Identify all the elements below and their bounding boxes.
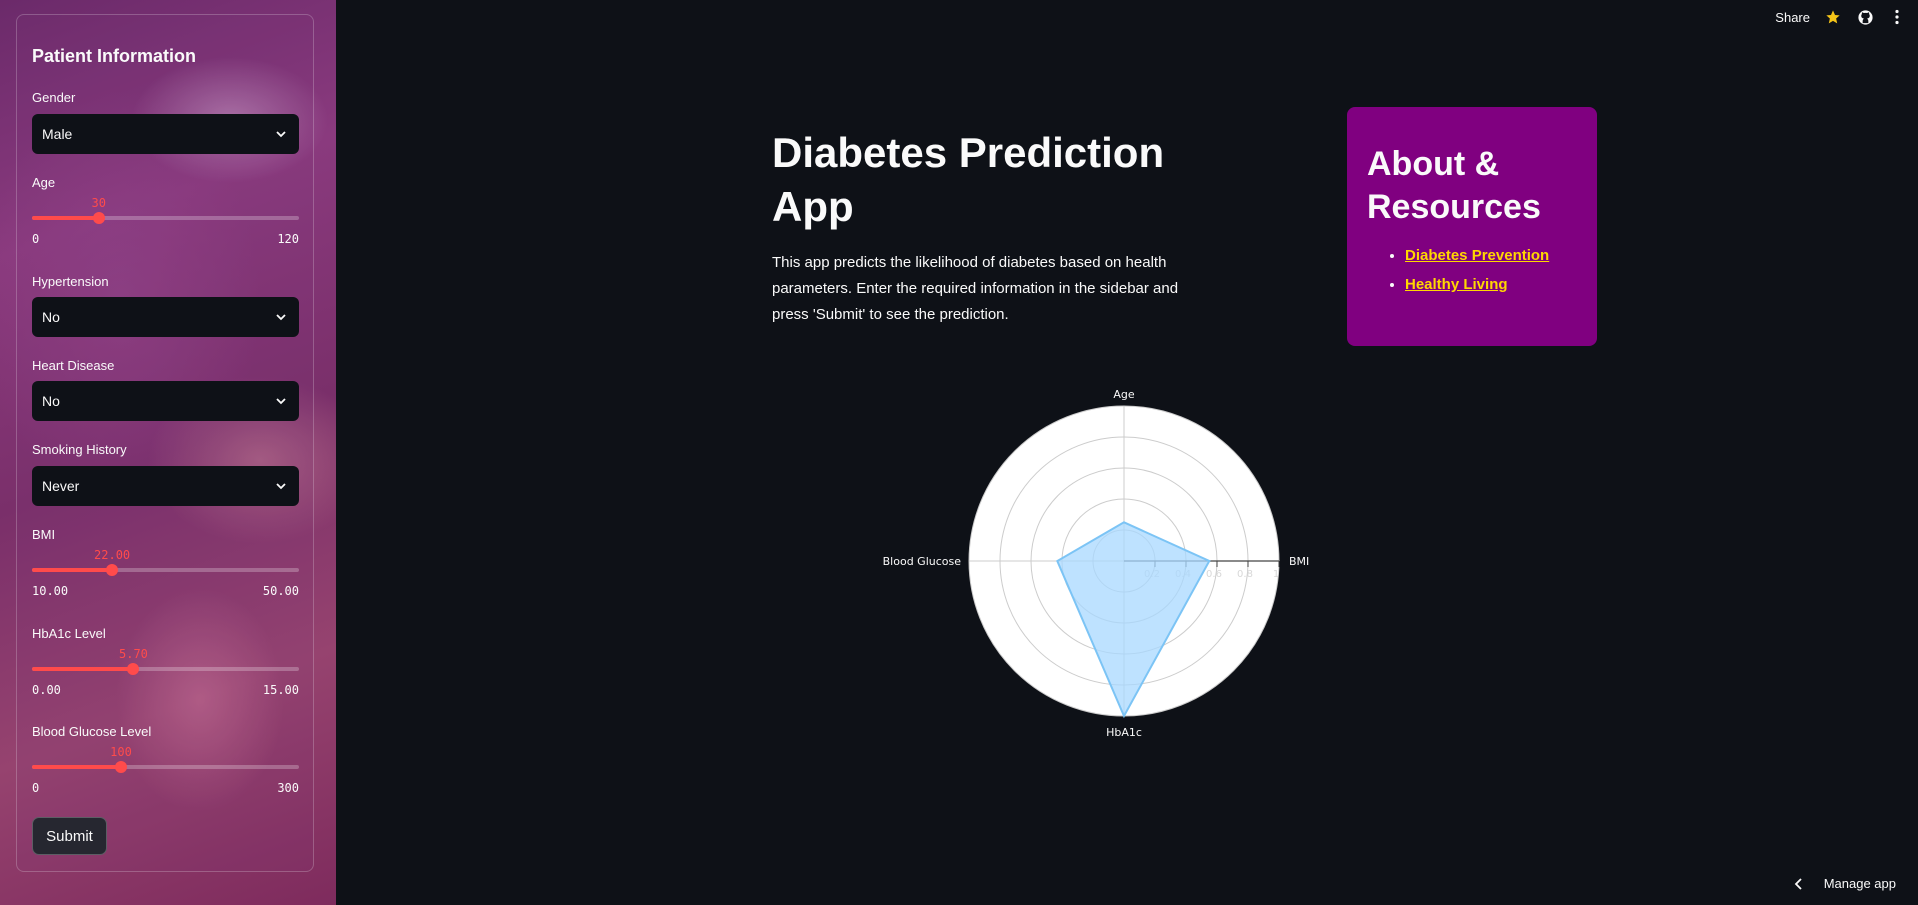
chevron-left-icon bbox=[1794, 877, 1802, 890]
more-menu-icon[interactable] bbox=[1888, 8, 1906, 26]
glucose-slider-min: 0 bbox=[32, 781, 40, 795]
manage-app-button[interactable]: Manage app bbox=[1794, 876, 1896, 891]
hypertension-value: No bbox=[42, 309, 60, 325]
bmi-slider-value: 22.00 bbox=[94, 548, 131, 562]
radar-axis-label: Blood Glucose bbox=[883, 555, 962, 568]
about-resources-panel: About & Resources Diabetes Prevention He… bbox=[1347, 107, 1597, 346]
about-title: About & Resources bbox=[1367, 145, 1541, 226]
age-slider-max: 120 bbox=[277, 232, 299, 246]
hba1c-slider[interactable]: 5.70 0.00 15.00 bbox=[32, 647, 299, 697]
bmi-slider-track bbox=[32, 568, 299, 572]
age-label: Age bbox=[32, 175, 56, 190]
radar-axis-label: HbA1c bbox=[1106, 726, 1142, 739]
age-slider[interactable]: 30 0 120 bbox=[32, 196, 299, 246]
list-item: Healthy Living bbox=[1405, 276, 1577, 293]
bmi-slider-fill bbox=[32, 568, 113, 572]
glucose-slider-thumb[interactable] bbox=[114, 761, 127, 773]
glucose-slider[interactable]: 100 0 300 bbox=[32, 745, 299, 795]
github-icon[interactable] bbox=[1856, 8, 1874, 26]
age-slider-fill bbox=[32, 216, 99, 220]
submit-button[interactable]: Submit bbox=[32, 817, 107, 855]
gender-value: Male bbox=[42, 126, 73, 142]
heart-disease-label: Heart Disease bbox=[32, 358, 115, 373]
smoking-value: Never bbox=[42, 478, 80, 494]
radar-radial-tick-label: 0.8 bbox=[1237, 569, 1253, 580]
radar-radial-tick-label: 0.6 bbox=[1206, 569, 1222, 580]
age-slider-thumb[interactable] bbox=[92, 212, 105, 224]
age-slider-track bbox=[32, 216, 299, 220]
chevron-down-icon bbox=[276, 398, 286, 405]
hba1c-slider-thumb[interactable] bbox=[127, 663, 140, 675]
gender-label: Gender bbox=[32, 90, 76, 105]
glucose-slider-fill bbox=[32, 765, 121, 769]
glucose-slider-track bbox=[32, 765, 299, 769]
hba1c-label: HbA1c Level bbox=[32, 626, 106, 641]
smoking-label: Smoking History bbox=[32, 442, 127, 457]
hypertension-select[interactable]: No bbox=[32, 297, 299, 337]
glucose-label: Blood Glucose Level bbox=[32, 724, 152, 739]
manage-app-label: Manage app bbox=[1823, 876, 1896, 891]
chevron-down-icon bbox=[276, 483, 286, 490]
page-description: This app predicts the likelihood of diab… bbox=[772, 254, 1179, 323]
sidebar: Patient Information Gender Male Age 30 0… bbox=[0, 0, 336, 905]
hba1c-slider-value: 5.70 bbox=[119, 647, 148, 661]
smoking-select[interactable]: Never bbox=[32, 466, 299, 506]
hypertension-label: Hypertension bbox=[32, 274, 109, 289]
page-title: Diabetes Prediction App bbox=[772, 129, 1165, 230]
age-slider-min: 0 bbox=[32, 232, 40, 246]
sidebar-title: Patient Information bbox=[32, 46, 197, 66]
chevron-down-icon bbox=[276, 131, 286, 138]
sidebar-form-panel bbox=[16, 14, 314, 872]
hba1c-slider-fill bbox=[32, 667, 134, 671]
bmi-label: BMI bbox=[32, 527, 56, 542]
link-healthy-living[interactable]: Healthy Living bbox=[1405, 276, 1508, 293]
radar-series-area bbox=[1056, 521, 1211, 719]
bmi-slider-thumb[interactable] bbox=[106, 564, 119, 576]
chevron-down-icon bbox=[276, 314, 286, 321]
radar-axis-label: BMI bbox=[1289, 555, 1309, 568]
radar-axis-label: Age bbox=[1113, 388, 1135, 401]
bmi-slider-min: 10.00 bbox=[32, 584, 69, 598]
bmi-slider-max: 50.00 bbox=[262, 584, 299, 598]
bmi-slider[interactable]: 22.00 10.00 50.00 bbox=[32, 548, 299, 598]
hba1c-slider-min: 0.00 bbox=[32, 683, 61, 697]
resource-links: Diabetes Prevention Healthy Living bbox=[1367, 247, 1577, 293]
radar-radial-tick-label: 1 bbox=[1273, 569, 1279, 580]
link-diabetes-prevention[interactable]: Diabetes Prevention bbox=[1405, 247, 1550, 264]
star-icon[interactable] bbox=[1824, 8, 1842, 26]
heart-disease-value: No bbox=[42, 393, 60, 409]
glucose-slider-value: 100 bbox=[110, 745, 132, 759]
heart-disease-select[interactable]: No bbox=[32, 381, 299, 421]
top-toolbar: Share bbox=[1775, 8, 1906, 26]
share-button[interactable]: Share bbox=[1775, 9, 1810, 25]
list-item: Diabetes Prevention bbox=[1405, 247, 1577, 264]
hba1c-slider-track bbox=[32, 667, 299, 671]
age-slider-value: 30 bbox=[91, 196, 106, 210]
glucose-slider-max: 300 bbox=[277, 781, 299, 795]
gender-select[interactable]: Male bbox=[32, 114, 299, 154]
hba1c-slider-max: 15.00 bbox=[262, 683, 299, 697]
